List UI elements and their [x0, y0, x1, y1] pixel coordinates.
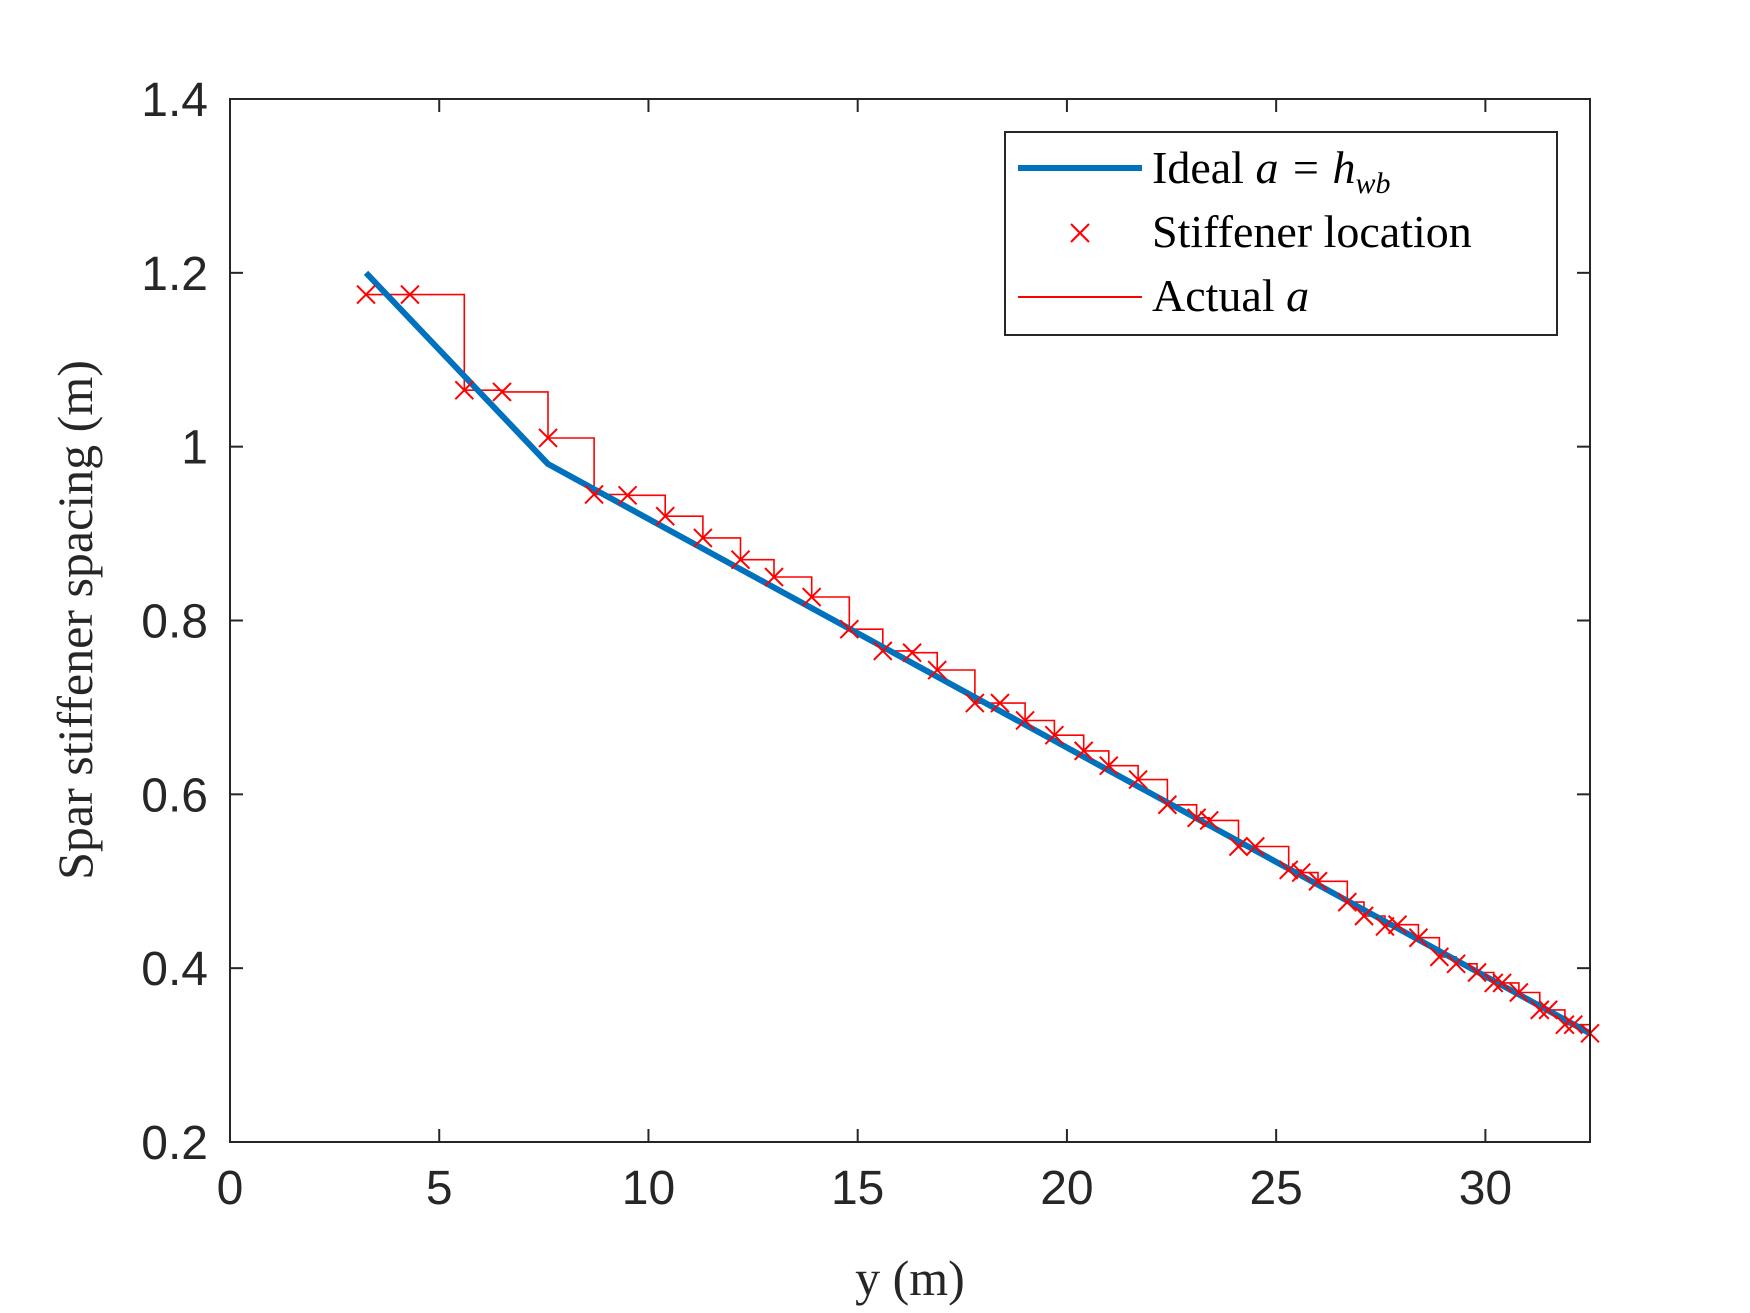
- stiffener-marker: [1199, 810, 1219, 831]
- stiffener-marker: [454, 380, 475, 400]
- stiffener-marker: [1308, 871, 1328, 891]
- x-tick-label: 15: [831, 1162, 884, 1215]
- stiffener-marker: [1279, 860, 1299, 880]
- stiffener-marker: [1245, 836, 1265, 857]
- legend-ideal-math: a = h: [1255, 142, 1355, 193]
- stiffener-marker: [1530, 1000, 1550, 1020]
- stiffener-marker: [1555, 1014, 1575, 1035]
- stiffener-marker: [356, 284, 376, 305]
- y-tick-label: 1: [181, 422, 208, 475]
- stiffener-marker: [1387, 915, 1408, 935]
- legend-stiffener-swatch: [1070, 223, 1090, 243]
- stiffener-marker: [1538, 1000, 1558, 1020]
- stiffener-marker: [1291, 862, 1311, 883]
- stiffener-marker: [538, 428, 558, 448]
- stiffener-marker: [1354, 906, 1374, 926]
- stiffener-marker: [400, 284, 420, 305]
- x-tick-label: 0: [217, 1162, 244, 1215]
- y-tick-label: 0.4: [141, 943, 208, 996]
- stiffener-marker: [927, 660, 947, 680]
- series-layer: [356, 270, 1600, 1044]
- stiffener-marker: [617, 485, 638, 506]
- series-actual-line: [366, 293, 1591, 1034]
- legend-stiffener-label: Stiffener location: [1152, 206, 1472, 257]
- x-tick-label: 30: [1459, 1162, 1512, 1215]
- stiffener-marker: [839, 619, 860, 639]
- y-axis-title: Spar stiffener spacing (m): [47, 360, 103, 880]
- stiffener-marker: [1484, 973, 1504, 993]
- y-tick-label: 0.8: [141, 596, 208, 649]
- tick-labels-layer: 0 5 10 15 20 25 30 0.2 0.4 0.6 0.8 1 1.2 1.4: [141, 74, 1512, 1215]
- y-tick-label: 1.4: [141, 74, 208, 127]
- x-tick-label: 5: [426, 1162, 453, 1215]
- stiffener-marker: [730, 549, 751, 570]
- stiffener-marker: [764, 567, 784, 587]
- stiffener-marker: [990, 693, 1010, 713]
- stiffener-marker: [1073, 741, 1094, 761]
- stiffener-marker: [1157, 795, 1178, 815]
- x-tick-label: 20: [1040, 1162, 1093, 1215]
- stiffener-marker: [1408, 928, 1429, 948]
- legend-actual-label: Actual a: [1152, 270, 1309, 321]
- stiffener-marker: [1044, 725, 1065, 745]
- stiffener-marker: [873, 641, 893, 661]
- x-tick-label: 10: [622, 1162, 675, 1215]
- legend-ideal-prefix: Ideal: [1152, 142, 1255, 193]
- legend-actual-math: a: [1286, 270, 1309, 321]
- stiffener-marker: [584, 484, 604, 505]
- stiffener-marker: [1446, 954, 1466, 974]
- stiffener-marker: [1429, 947, 1450, 967]
- stiffener-marker: [1015, 710, 1035, 731]
- legend-ideal-label: Ideal a = hwb: [1152, 142, 1391, 200]
- stiffener-marker: [1509, 982, 1529, 1003]
- stiffener-marker: [965, 693, 985, 713]
- stiffener-marker: [693, 528, 713, 548]
- x-axis-title: y (m): [855, 1250, 965, 1306]
- y-tick-label: 1.2: [141, 248, 208, 301]
- ticks-layer: [229, 98, 1590, 1143]
- stiffener-marker: [1128, 769, 1148, 790]
- stiffener-marker: [1099, 755, 1119, 776]
- stiffener-marker: [1492, 973, 1512, 993]
- stiffener-marker: [1186, 808, 1207, 828]
- legend-actual-prefix: Actual: [1152, 270, 1286, 321]
- stiffener-marker: [1228, 836, 1249, 857]
- legend-ideal-subscript: wb: [1355, 167, 1390, 200]
- y-tick-label: 0.6: [141, 769, 208, 822]
- stiffener-marker: [801, 587, 822, 607]
- stiffener-marker: [902, 642, 922, 663]
- stiffener-marker: [1467, 962, 1487, 983]
- stiffener-marker: [655, 506, 675, 526]
- legend: Ideal a = hwb Stiffener location Actual …: [1004, 131, 1558, 336]
- x-tick-label: 25: [1249, 1162, 1302, 1215]
- stiffener-marker: [1563, 1014, 1583, 1035]
- stiffener-marker: [492, 382, 512, 402]
- y-tick-label: 0.2: [141, 1117, 208, 1170]
- stiffener-marker: [1337, 892, 1357, 912]
